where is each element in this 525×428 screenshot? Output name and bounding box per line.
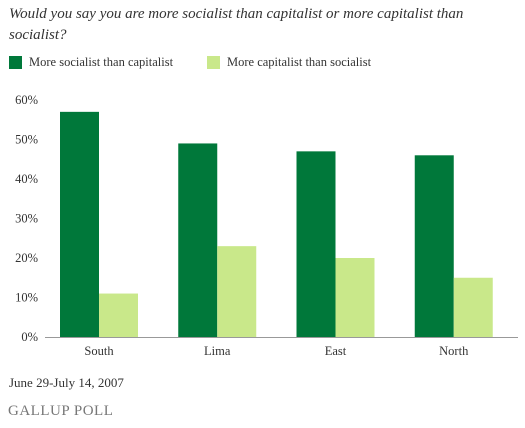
- y-tick-label: 30%: [15, 212, 38, 226]
- bar-socialist: [60, 111, 99, 337]
- bar-socialist: [178, 143, 218, 337]
- bar-capitalist: [99, 293, 138, 337]
- bar-socialist: [296, 151, 336, 337]
- legend-swatch-socialist: [9, 56, 22, 69]
- legend-label-socialist: More socialist than capitalist: [29, 55, 174, 69]
- date-note: June 29-July 14, 2007: [9, 375, 124, 390]
- y-tick-label: 60%: [15, 93, 38, 107]
- bar-capitalist: [217, 246, 257, 337]
- y-tick-label: 40%: [15, 172, 38, 186]
- y-tick-label: 0%: [21, 330, 38, 344]
- y-tick-label: 10%: [15, 291, 38, 305]
- x-tick-label: East: [325, 344, 347, 358]
- legend-label-capitalist: More capitalist than socialist: [227, 55, 372, 69]
- y-tick-label: 20%: [15, 251, 38, 265]
- legend-swatch-capitalist: [207, 56, 220, 69]
- x-tick-label: South: [84, 344, 114, 358]
- y-tick-label: 50%: [15, 133, 38, 147]
- bar-capitalist: [453, 277, 493, 337]
- source-logo: GALLUP POLL: [8, 403, 114, 419]
- x-tick-label: North: [439, 344, 469, 358]
- bar-socialist: [414, 155, 454, 337]
- chart-title: Would you say you are more socialist tha…: [9, 6, 464, 43]
- x-tick-label: Lima: [204, 344, 231, 358]
- bar-capitalist: [335, 258, 375, 337]
- bar-chart: 0% 10% 20% 30% 40% 50% 60% South Lima East North: [15, 93, 518, 358]
